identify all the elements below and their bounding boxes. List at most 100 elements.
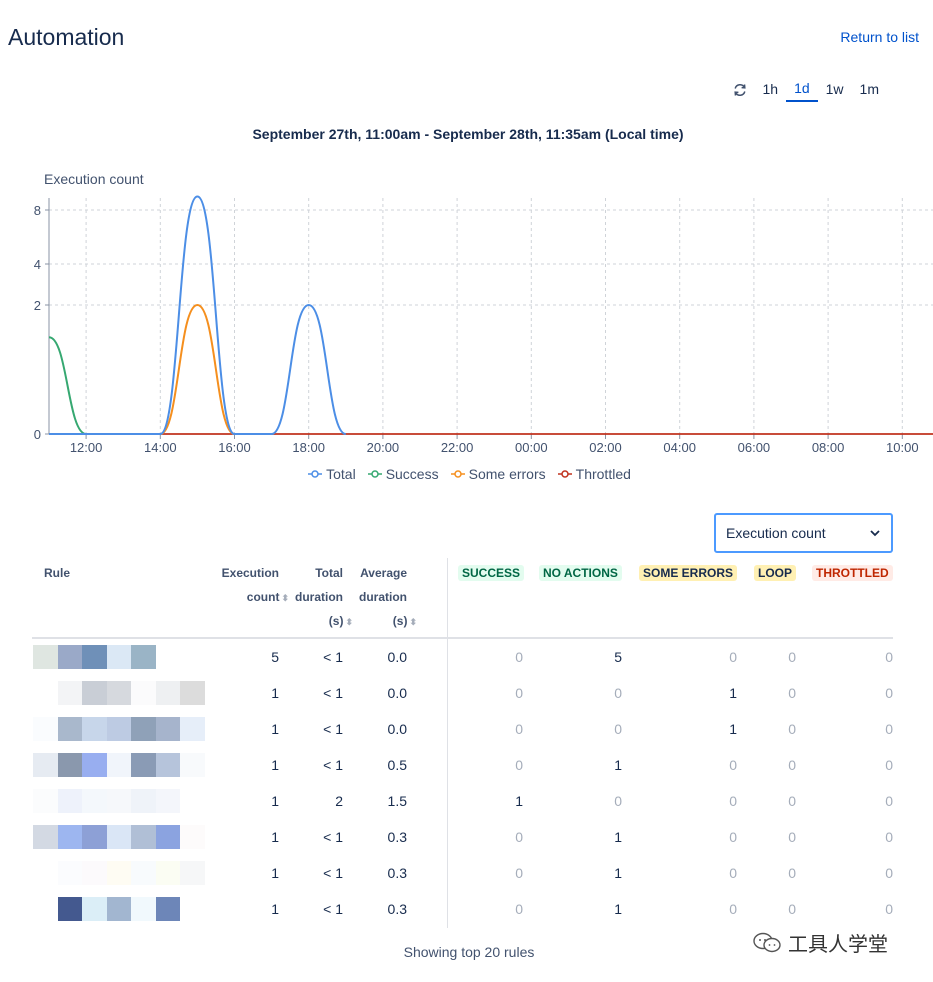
cell-no-actions: 1 <box>614 757 622 773</box>
status-header-loop[interactable]: LOOP <box>754 565 797 581</box>
rule-name-redacted[interactable] <box>33 717 205 741</box>
column-header-rule[interactable]: Rule <box>44 566 71 580</box>
legend-swatch-success <box>367 470 382 478</box>
cell-count: 5 <box>271 649 279 665</box>
cell-some-errors: 0 <box>729 901 737 917</box>
table-row[interactable]: 1 < 1 0.5 0 1 0 0 0 <box>0 747 933 783</box>
rule-name-redacted[interactable] <box>33 645 205 669</box>
status-header-no-actions[interactable]: NO ACTIONS <box>539 565 622 581</box>
table-header-divider <box>32 637 893 639</box>
series-line-some-errors <box>159 303 235 435</box>
cell-total: < 1 <box>323 649 343 665</box>
cell-success: 1 <box>515 793 523 809</box>
cell-success: 0 <box>515 649 523 665</box>
x-tick-label: 18:00 <box>292 440 325 455</box>
watermark-text: 工具人学堂 <box>788 934 888 956</box>
cell-avg: 0.0 <box>387 649 407 665</box>
legend-label-throttled: Throttled <box>575 466 631 482</box>
table-vertical-divider <box>447 558 448 928</box>
cell-count: 1 <box>271 901 279 917</box>
sort-icon: ⬍ <box>345 617 353 627</box>
status-header-success[interactable]: SUCCESS <box>458 565 525 581</box>
chart-legend: Total Success Some errors Throttled <box>0 466 933 482</box>
cell-loop: 0 <box>788 721 796 737</box>
table-row[interactable]: 1 < 1 0.0 0 0 1 0 0 <box>0 675 933 711</box>
x-tick-label: 06:00 <box>738 440 771 455</box>
legend-swatch-throttled <box>557 470 572 478</box>
table-row[interactable]: 1 < 1 0.3 0 1 0 0 0 <box>0 855 933 891</box>
cell-no-actions: 1 <box>614 865 622 881</box>
cell-throttled: 0 <box>885 793 893 809</box>
table-row[interactable]: 1 2 1.5 1 0 0 0 0 <box>0 783 933 819</box>
cell-count: 1 <box>271 685 279 701</box>
cell-some-errors: 1 <box>729 685 737 701</box>
header-avg-line2: duration <box>359 590 407 604</box>
chart-y-axis-label: Execution count <box>44 171 144 187</box>
cell-avg: 1.5 <box>387 793 407 809</box>
cell-no-actions: 1 <box>614 901 622 917</box>
range-option-1m[interactable]: 1m <box>859 81 879 97</box>
cell-total: < 1 <box>323 901 343 917</box>
cell-throttled: 0 <box>885 829 893 845</box>
rule-name-redacted[interactable] <box>33 753 205 777</box>
rule-name-redacted[interactable] <box>33 825 205 849</box>
refresh-icon[interactable] <box>732 82 748 98</box>
legend-item-throttled[interactable]: Throttled <box>557 466 631 482</box>
cell-no-actions: 1 <box>614 829 622 845</box>
return-to-list-link[interactable]: Return to list <box>840 29 919 45</box>
execution-count-chart: 0 2 4 8 12:00 14:00 16:00 18:00 20:00 22:00 00:00 0… <box>34 195 933 455</box>
cell-count: 1 <box>271 721 279 737</box>
cell-avg: 0.3 <box>387 865 407 881</box>
cell-loop: 0 <box>788 901 796 917</box>
cell-loop: 0 <box>788 829 796 845</box>
range-option-1w[interactable]: 1w <box>825 81 844 97</box>
header-avg-line3: (s) ⬍ <box>392 614 417 628</box>
legend-swatch-total <box>308 470 323 478</box>
cell-count: 1 <box>271 865 279 881</box>
table-row[interactable]: 1 < 1 0.3 0 1 0 0 0 <box>0 891 933 927</box>
rule-name-redacted[interactable] <box>33 897 205 921</box>
table-row[interactable]: 5 < 1 0.0 0 5 0 0 0 <box>0 639 933 675</box>
cell-total: < 1 <box>323 829 343 845</box>
x-tick-label: 04:00 <box>663 440 696 455</box>
cell-throttled: 0 <box>885 901 893 917</box>
chevron-down-icon <box>870 530 880 537</box>
range-option-1h[interactable]: 1h <box>762 81 779 97</box>
y-tick-label: 0 <box>34 427 41 442</box>
series-line-success <box>48 336 87 435</box>
cell-success: 0 <box>515 829 523 845</box>
cell-total: < 1 <box>323 757 343 773</box>
cell-success: 0 <box>515 757 523 773</box>
cell-throttled: 0 <box>885 649 893 665</box>
cell-success: 0 <box>515 721 523 737</box>
cell-no-actions: 5 <box>614 649 622 665</box>
cell-no-actions: 0 <box>614 685 622 701</box>
cell-throttled: 0 <box>885 757 893 773</box>
metric-select-value: Execution count <box>726 525 826 541</box>
sort-icon: ⬍ <box>409 617 417 627</box>
cell-total: < 1 <box>323 865 343 881</box>
watermark: 工具人学堂 <box>752 928 888 957</box>
range-option-1d[interactable]: 1d <box>786 78 818 102</box>
rule-name-redacted[interactable] <box>33 861 205 885</box>
rule-name-redacted[interactable] <box>33 681 205 705</box>
header-total-line3: (s) ⬍ <box>328 614 353 628</box>
legend-item-total[interactable]: Total <box>308 466 356 482</box>
legend-item-some-errors[interactable]: Some errors <box>450 466 546 482</box>
rule-name-redacted[interactable] <box>33 789 205 813</box>
cell-throttled: 0 <box>885 685 893 701</box>
cell-success: 0 <box>515 865 523 881</box>
table-row[interactable]: 1 < 1 0.3 0 1 0 0 0 <box>0 819 933 855</box>
cell-loop: 0 <box>788 757 796 773</box>
x-tick-label: 22:00 <box>441 440 474 455</box>
legend-item-success[interactable]: Success <box>367 466 439 482</box>
x-tick-label: 00:00 <box>515 440 548 455</box>
table-row[interactable]: 1 < 1 0.0 0 0 1 0 0 <box>0 711 933 747</box>
status-header-throttled[interactable]: THROTTLED <box>812 565 893 581</box>
metric-select-dropdown[interactable]: Execution count <box>714 513 893 553</box>
cell-loop: 0 <box>788 865 796 881</box>
sort-desc-icon: ⬍ <box>281 593 289 603</box>
legend-label-success: Success <box>385 466 439 482</box>
status-header-some-errors[interactable]: SOME ERRORS <box>639 565 738 581</box>
y-tick-label: 4 <box>34 257 41 272</box>
